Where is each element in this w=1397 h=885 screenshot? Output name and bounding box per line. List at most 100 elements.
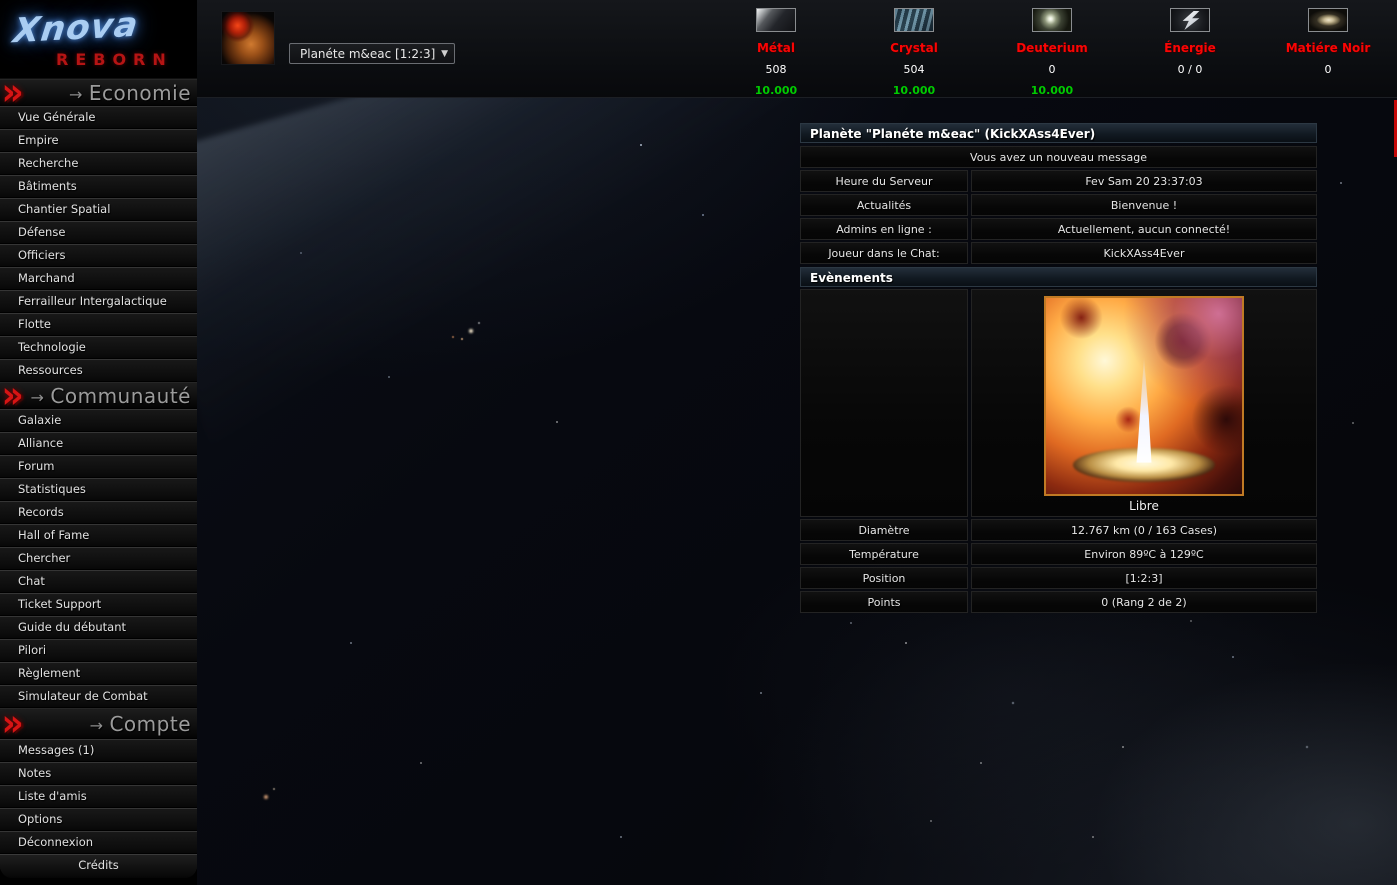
- resource-value: 0 / 0: [1177, 63, 1203, 76]
- detail-label: Position: [800, 567, 968, 589]
- resource-name: Matiére Noir: [1285, 41, 1371, 55]
- sidebar-menu-item[interactable]: Marchand: [0, 267, 197, 290]
- sidebar-menu-item[interactable]: Forum: [0, 455, 197, 478]
- detail-row: Points 0 (Rang 2 de 2): [800, 591, 1317, 613]
- sidebar-menu-item[interactable]: Empire: [0, 129, 197, 152]
- info-row: Heure du Serveur Fev Sam 20 23:37:03: [800, 170, 1317, 192]
- resource-bar: Métal 508 10.000 Crystal 504 10.000 Deut…: [707, 8, 1397, 97]
- sidebar-menu-item[interactable]: Ressources: [0, 359, 197, 382]
- sidebar-menu-item[interactable]: Pilori: [0, 639, 197, 662]
- info-label: Actualités: [800, 194, 968, 216]
- double-chevron-icon: »: [1, 701, 24, 745]
- info-label: Heure du Serveur: [800, 170, 968, 192]
- info-row: Joueur dans le Chat: KickXAss4Ever: [800, 242, 1317, 264]
- events-header: Evènements: [800, 267, 1317, 287]
- overview-panel: Planète "Planéte m&eac" (KickXAss4Ever) …: [800, 123, 1317, 613]
- double-chevron-icon: »: [1, 70, 24, 114]
- resource-name: Deuterium: [1016, 41, 1088, 55]
- arrow-icon: →: [68, 84, 83, 104]
- info-label: Joueur dans le Chat:: [800, 242, 968, 264]
- sidebar-menu-compte: Messages (1) Notes Liste d'amis Options Déco…: [0, 739, 197, 854]
- sidebar: Xnova REBORN » → Economie Vue Générale Emp…: [0, 0, 197, 885]
- resource-storage: 10.000: [1030, 84, 1074, 97]
- new-message-row: Vous avez un nouveau message: [800, 146, 1317, 168]
- info-value: Bienvenue !: [971, 194, 1317, 216]
- sidebar-menu-item[interactable]: Liste d'amis: [0, 785, 197, 808]
- sidebar-menu-item[interactable]: Technologie: [0, 336, 197, 359]
- crystal-icon: [894, 8, 934, 32]
- sidebar-menu-item[interactable]: Flotte: [0, 313, 197, 336]
- sidebar-menu-item[interactable]: Hall of Fame: [0, 524, 197, 547]
- planet-large-image[interactable]: [1044, 296, 1244, 496]
- sidebar-menu-item[interactable]: Messages (1): [0, 739, 197, 762]
- resource-value: 0: [1048, 63, 1056, 76]
- resource-value: 504: [903, 63, 925, 76]
- sidebar-menu-item[interactable]: Notes: [0, 762, 197, 785]
- sidebar-menu-item[interactable]: Alliance: [0, 432, 197, 455]
- dark-matter-icon: [1308, 8, 1348, 32]
- detail-value: 0 (Rang 2 de 2): [971, 591, 1317, 613]
- resource-name: Crystal: [890, 41, 938, 55]
- sidebar-menu-item[interactable]: Galaxie: [0, 409, 197, 432]
- resource-storage: 10.000: [754, 84, 798, 97]
- chevron-down-icon: ▼: [441, 48, 448, 59]
- resource-column: Énergie 0 / 0: [1121, 8, 1259, 97]
- info-rows: Heure du Serveur Fev Sam 20 23:37:03 Act…: [800, 170, 1317, 264]
- detail-row: Température Environ 89ºC à 129ºC: [800, 543, 1317, 565]
- sidebar-menu-item[interactable]: Règlement: [0, 662, 197, 685]
- planet-selector-dropdown[interactable]: Planéte m&eac [1:2:3] ▼: [289, 43, 455, 64]
- detail-label: Diamètre: [800, 519, 968, 541]
- sidebar-menu-item[interactable]: Bâtiments: [0, 175, 197, 198]
- sidebar-menu-item[interactable]: Officiers: [0, 244, 197, 267]
- credits-button[interactable]: Crédits: [0, 854, 197, 878]
- resource-column: Matiére Noir 0: [1259, 8, 1397, 97]
- new-message-link[interactable]: Vous avez un nouveau message: [800, 146, 1317, 168]
- double-chevron-icon: »: [1, 373, 24, 417]
- sidebar-menu-item[interactable]: Chercher: [0, 547, 197, 570]
- resource-column: Métal 508 10.000: [707, 8, 845, 97]
- resource-storage: [1121, 84, 1259, 97]
- sidebar-section-communaute: » → Communauté: [0, 373, 197, 417]
- resource-storage: [1259, 84, 1397, 97]
- section-title: → Economie: [68, 80, 191, 105]
- game-logo[interactable]: Xnova REBORN: [0, 0, 197, 79]
- sidebar-menu-item[interactable]: Chantier Spatial: [0, 198, 197, 221]
- city-spire-art: [1136, 357, 1152, 463]
- sidebar-menu-item[interactable]: Vue Générale: [0, 106, 197, 129]
- sidebar-menu-item[interactable]: Ferrailleur Intergalactique: [0, 290, 197, 313]
- detail-value: Environ 89ºC à 129ºC: [971, 543, 1317, 565]
- info-value: KickXAss4Ever: [971, 242, 1317, 264]
- sidebar-menu-item[interactable]: Statistiques: [0, 478, 197, 501]
- sidebar-menu-item[interactable]: Options: [0, 808, 197, 831]
- scrollbar-thumb[interactable]: [1394, 100, 1397, 157]
- planet-thumbnail-image[interactable]: [221, 11, 275, 65]
- events-planet-cell: Libre: [971, 289, 1317, 517]
- resource-name: Énergie: [1164, 41, 1216, 55]
- energy-icon: [1170, 8, 1210, 32]
- logo-title: Xnova: [11, 4, 141, 52]
- sidebar-menu-item[interactable]: Déconnexion: [0, 831, 197, 854]
- arrow-icon: →: [89, 715, 104, 735]
- resource-storage: 10.000: [892, 84, 936, 97]
- sidebar-menu-item[interactable]: Défense: [0, 221, 197, 244]
- sidebar-menu-item[interactable]: Recherche: [0, 152, 197, 175]
- detail-row: Diamètre 12.767 km (0 / 163 Cases): [800, 519, 1317, 541]
- sidebar-menu-item[interactable]: Guide du débutant: [0, 616, 197, 639]
- sidebar-section-compte: » → Compte: [0, 701, 197, 745]
- sidebar-menu-item[interactable]: Records: [0, 501, 197, 524]
- resource-name: Métal: [756, 41, 796, 55]
- panel-title: Planète "Planéte m&eac" (KickXAss4Ever): [800, 123, 1317, 143]
- detail-value: [1:2:3]: [971, 567, 1317, 589]
- sidebar-menu-item[interactable]: Simulateur de Combat: [0, 685, 197, 708]
- sidebar-menu-item[interactable]: Ticket Support: [0, 593, 197, 616]
- sidebar-menu-item[interactable]: Chat: [0, 570, 197, 593]
- info-value: Actuellement, aucun connecté!: [971, 218, 1317, 240]
- detail-label: Points: [800, 591, 968, 613]
- info-value: Fev Sam 20 23:37:03: [971, 170, 1317, 192]
- sidebar-section-economie: » → Economie: [0, 70, 197, 114]
- arrow-icon: →: [30, 387, 45, 407]
- metal-icon: [756, 8, 796, 32]
- detail-value: 12.767 km (0 / 163 Cases): [971, 519, 1317, 541]
- sidebar-menu-communaute: Galaxie Alliance Forum Statistiques Records H…: [0, 409, 197, 708]
